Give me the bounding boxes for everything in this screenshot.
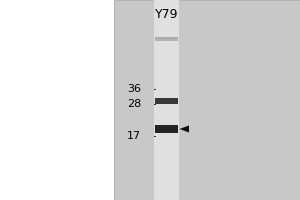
Text: 28: 28 bbox=[127, 99, 141, 109]
Bar bbox=[155, 39, 178, 41]
Text: Y79: Y79 bbox=[155, 7, 178, 21]
Bar bbox=[154, 0, 179, 200]
Bar bbox=[155, 98, 178, 104]
Bar bbox=[155, 37, 178, 39]
Polygon shape bbox=[179, 125, 189, 133]
Bar bbox=[114, 0, 300, 200]
Bar bbox=[155, 125, 178, 133]
Text: 17: 17 bbox=[127, 131, 141, 141]
Text: 36: 36 bbox=[127, 84, 141, 94]
